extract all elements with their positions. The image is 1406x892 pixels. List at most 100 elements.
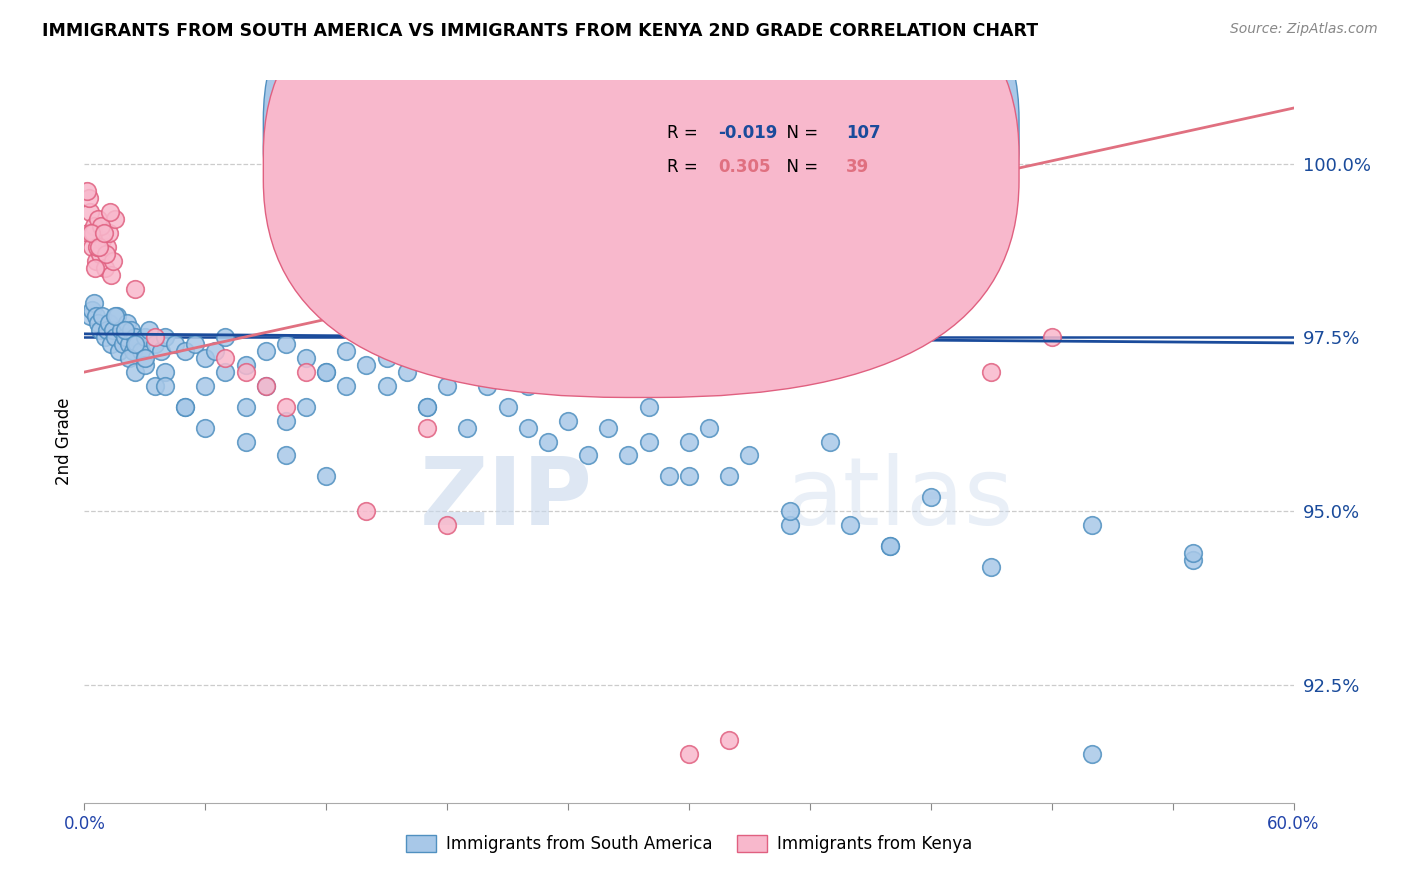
Point bbox=[254, 379, 277, 393]
Point bbox=[678, 747, 700, 761]
Text: N =: N = bbox=[776, 158, 824, 176]
Point bbox=[125, 337, 148, 351]
Point bbox=[124, 282, 146, 296]
Point bbox=[129, 344, 152, 359]
FancyBboxPatch shape bbox=[263, 0, 1019, 364]
Point bbox=[658, 469, 681, 483]
Point bbox=[214, 365, 236, 379]
Point bbox=[110, 323, 132, 337]
Point bbox=[839, 517, 862, 532]
Point bbox=[101, 253, 124, 268]
Point bbox=[143, 337, 166, 351]
Point bbox=[254, 344, 277, 359]
Point bbox=[274, 337, 297, 351]
Point bbox=[97, 226, 120, 240]
Point bbox=[100, 268, 122, 282]
Point bbox=[98, 205, 121, 219]
Point bbox=[637, 434, 659, 449]
Point bbox=[477, 365, 499, 379]
Y-axis label: 2nd Grade: 2nd Grade bbox=[55, 398, 73, 485]
Point bbox=[121, 344, 143, 359]
Point bbox=[80, 226, 103, 240]
Point bbox=[274, 414, 297, 428]
Point bbox=[818, 434, 841, 449]
Point bbox=[153, 365, 176, 379]
Point bbox=[235, 365, 257, 379]
Point bbox=[295, 351, 318, 366]
Point bbox=[1081, 747, 1104, 761]
Point bbox=[83, 219, 105, 234]
Point bbox=[174, 400, 197, 414]
Point bbox=[90, 219, 112, 234]
Point bbox=[295, 400, 318, 414]
Point bbox=[87, 212, 110, 227]
Point bbox=[138, 323, 160, 337]
Point bbox=[214, 330, 236, 344]
Point bbox=[153, 330, 176, 344]
Point bbox=[134, 351, 156, 366]
Point bbox=[456, 420, 478, 434]
Point bbox=[779, 504, 801, 518]
Point bbox=[89, 323, 111, 337]
Point bbox=[87, 317, 110, 331]
Text: R =: R = bbox=[668, 158, 703, 176]
Point bbox=[134, 330, 156, 344]
Point bbox=[83, 295, 105, 310]
Point bbox=[89, 247, 111, 261]
Point bbox=[516, 420, 538, 434]
Point bbox=[82, 302, 104, 317]
Point bbox=[697, 420, 720, 434]
Text: Source: ZipAtlas.com: Source: ZipAtlas.com bbox=[1230, 22, 1378, 37]
Point bbox=[537, 434, 560, 449]
Point bbox=[879, 539, 901, 553]
Point bbox=[86, 240, 108, 254]
FancyBboxPatch shape bbox=[607, 107, 904, 194]
Point bbox=[718, 733, 741, 747]
Point bbox=[274, 449, 297, 463]
Point bbox=[235, 358, 257, 372]
Point bbox=[194, 351, 217, 366]
Point bbox=[86, 310, 108, 324]
Text: 39: 39 bbox=[846, 158, 869, 176]
Point bbox=[77, 226, 100, 240]
Point bbox=[174, 400, 197, 414]
Point bbox=[254, 379, 277, 393]
Point bbox=[356, 358, 378, 372]
Point bbox=[93, 260, 115, 275]
Point bbox=[194, 379, 217, 393]
Text: IMMIGRANTS FROM SOUTH AMERICA VS IMMIGRANTS FROM KENYA 2ND GRADE CORRELATION CHA: IMMIGRANTS FROM SOUTH AMERICA VS IMMIGRA… bbox=[42, 22, 1038, 40]
Point bbox=[82, 226, 104, 240]
Point bbox=[235, 400, 257, 414]
Point bbox=[115, 317, 138, 331]
Point bbox=[496, 400, 519, 414]
Point bbox=[93, 226, 115, 240]
Point bbox=[114, 323, 136, 337]
Point bbox=[738, 449, 761, 463]
Text: ZIP: ZIP bbox=[419, 453, 592, 545]
Point bbox=[100, 337, 122, 351]
Point bbox=[1040, 330, 1063, 344]
Point bbox=[1181, 546, 1204, 560]
Point bbox=[980, 559, 1002, 574]
Point bbox=[94, 247, 117, 261]
Point bbox=[335, 344, 357, 359]
Point bbox=[93, 330, 115, 344]
Point bbox=[89, 240, 111, 254]
Point bbox=[143, 379, 166, 393]
Point bbox=[149, 344, 172, 359]
Point bbox=[194, 420, 217, 434]
Point bbox=[516, 379, 538, 393]
Point bbox=[91, 310, 114, 324]
Point bbox=[105, 310, 128, 324]
Point bbox=[416, 420, 439, 434]
Point bbox=[617, 449, 640, 463]
Point bbox=[598, 420, 620, 434]
Point bbox=[107, 344, 129, 359]
Legend: Immigrants from South America, Immigrants from Kenya: Immigrants from South America, Immigrant… bbox=[399, 828, 979, 860]
Point bbox=[678, 434, 700, 449]
Point bbox=[118, 351, 141, 366]
Point bbox=[124, 330, 146, 344]
Point bbox=[1181, 552, 1204, 566]
Text: N =: N = bbox=[776, 124, 824, 142]
Point bbox=[101, 323, 124, 337]
